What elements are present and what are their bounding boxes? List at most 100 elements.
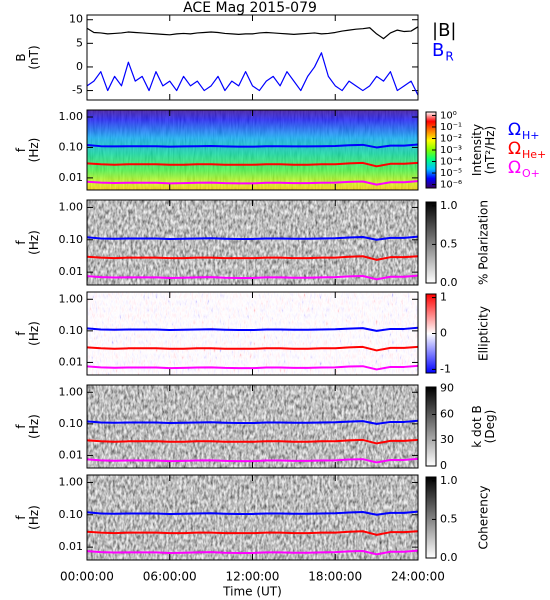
legend-subscript: O+ <box>522 167 540 180</box>
y-tick-label: 0.01 <box>59 540 84 553</box>
y-tick-label: 1.00 <box>59 200 84 213</box>
colorbar-tick-label: 90 <box>440 382 454 395</box>
y-tick-label: 1.00 <box>59 475 84 488</box>
colorbar-tick-label: 0 <box>440 459 447 472</box>
y-tick-label: 0.10 <box>59 417 84 430</box>
colorbar-tick-label: 10⁻⁵ <box>440 168 462 179</box>
colorbar-label: Intensity <box>470 124 484 176</box>
spectrogram-background <box>87 200 418 285</box>
series-line <box>86 419 419 425</box>
y-tick-label: 0.10 <box>59 140 84 153</box>
y-axis-label: (Hz) <box>27 414 41 439</box>
series-line <box>86 52 419 96</box>
plot-frame <box>86 474 419 561</box>
y-axis-label: (Hz) <box>27 321 41 346</box>
legend-label: B <box>432 40 444 61</box>
x-tick-label: 18:00:00 <box>308 570 362 584</box>
colorbar-tick-label: 0.0 <box>440 551 458 564</box>
series-line <box>86 345 419 352</box>
colorbar-tick-label: 1.0 <box>440 474 458 487</box>
y-axis-label: (Hz) <box>27 505 41 530</box>
series-line <box>86 180 419 186</box>
x-tick-label: 24:00:00 <box>391 570 445 584</box>
colorbar-tick-label: 60 <box>440 407 454 420</box>
series-line <box>86 235 419 241</box>
colorbar-label: Ellipticity <box>477 306 491 361</box>
y-axis-label: (nT) <box>27 45 41 69</box>
legend-subscript: R <box>445 50 453 64</box>
series-line <box>86 161 419 168</box>
y-tick-label: 0.01 <box>59 171 84 184</box>
legend-label: Ω <box>508 120 521 140</box>
y-axis-label: B <box>14 53 28 61</box>
y-axis-label: f <box>14 515 28 520</box>
colorbar-label: k dot B <box>470 405 484 447</box>
y-tick-label: 1.00 <box>59 385 84 398</box>
colorbar-tick-label: 0 <box>440 327 447 340</box>
plot-frame <box>86 384 419 469</box>
series-line <box>86 438 419 445</box>
y-axis-label: f <box>14 331 28 336</box>
colorbar-tick-label: 30 <box>440 433 454 446</box>
colorbar-tick-label: -1 <box>440 362 451 375</box>
y-tick-label: 1.00 <box>59 292 84 305</box>
colorbar <box>425 201 437 284</box>
colorbar-tick-label: 0.0 <box>440 276 458 289</box>
y-axis-label: (Hz) <box>27 230 41 255</box>
colorbar-tick-label: 10⁰ <box>440 110 457 121</box>
x-tick-label: 12:00:00 <box>226 570 280 584</box>
legend-label: Ω <box>508 139 521 159</box>
series-line <box>86 143 419 149</box>
colorbar-tick-label: 0.5 <box>440 237 458 250</box>
y-tick-label: 0.01 <box>59 355 84 368</box>
colorbar <box>425 386 437 467</box>
plot-frame <box>86 291 419 376</box>
colorbar-label: Coherency <box>477 485 491 549</box>
y-tick-label: 0.10 <box>59 233 84 246</box>
legend-label: Ω <box>508 158 521 178</box>
colorbar-tick-label: 0.5 <box>440 512 458 525</box>
y-tick-label: 0.10 <box>59 324 84 337</box>
x-axis-label: Time (UT) <box>222 585 282 599</box>
y-tick-label: -5 <box>72 84 83 97</box>
series-line <box>86 255 419 261</box>
series-line <box>86 326 419 332</box>
y-tick-label: 0 <box>76 60 83 73</box>
y-tick-label: 1.00 <box>59 110 84 123</box>
y-tick-label: 0.01 <box>59 448 84 461</box>
colorbar-label: (Deg) <box>483 410 497 444</box>
series-line <box>86 530 419 536</box>
legend-subscript: H+ <box>522 129 540 142</box>
colorbar-label: % Polarization <box>477 200 491 285</box>
colorbar-tick-label: 1 <box>440 291 447 304</box>
colorbar-tick-label: 1.0 <box>440 199 458 212</box>
plot-frame <box>86 109 419 191</box>
y-tick-label: 0.10 <box>59 508 84 521</box>
chart-title: ACE Mag 2015-079 <box>183 0 317 16</box>
series-line <box>86 274 419 281</box>
series-line <box>86 364 419 371</box>
y-tick-label: 10 <box>69 13 83 26</box>
colorbar-tick-label: 10⁻³ <box>440 145 462 156</box>
series-line <box>86 457 419 464</box>
colorbar <box>425 476 437 559</box>
plot-frame <box>86 199 419 286</box>
y-axis-label: f <box>14 147 28 152</box>
spectrogram-background <box>87 292 418 375</box>
series-line <box>86 510 419 516</box>
colorbar-label: (nT²/Hz) <box>483 126 497 174</box>
spectrogram-background <box>87 385 418 468</box>
x-tick-label: 06:00:00 <box>143 570 197 584</box>
spectrogram-background <box>87 475 418 560</box>
colorbar-tick-label: 10⁻² <box>440 133 462 144</box>
y-axis-label: f <box>14 240 28 245</box>
x-tick-label: 00:00:00 <box>60 570 114 584</box>
plot-frame <box>86 14 419 101</box>
y-axis-label: (Hz) <box>27 138 41 163</box>
y-axis-label: f <box>14 424 28 429</box>
colorbar-tick-label: 10⁻¹ <box>440 122 462 133</box>
legend-label: |B| <box>432 20 456 41</box>
colorbar-tick-label: 10⁻⁴ <box>440 157 462 168</box>
